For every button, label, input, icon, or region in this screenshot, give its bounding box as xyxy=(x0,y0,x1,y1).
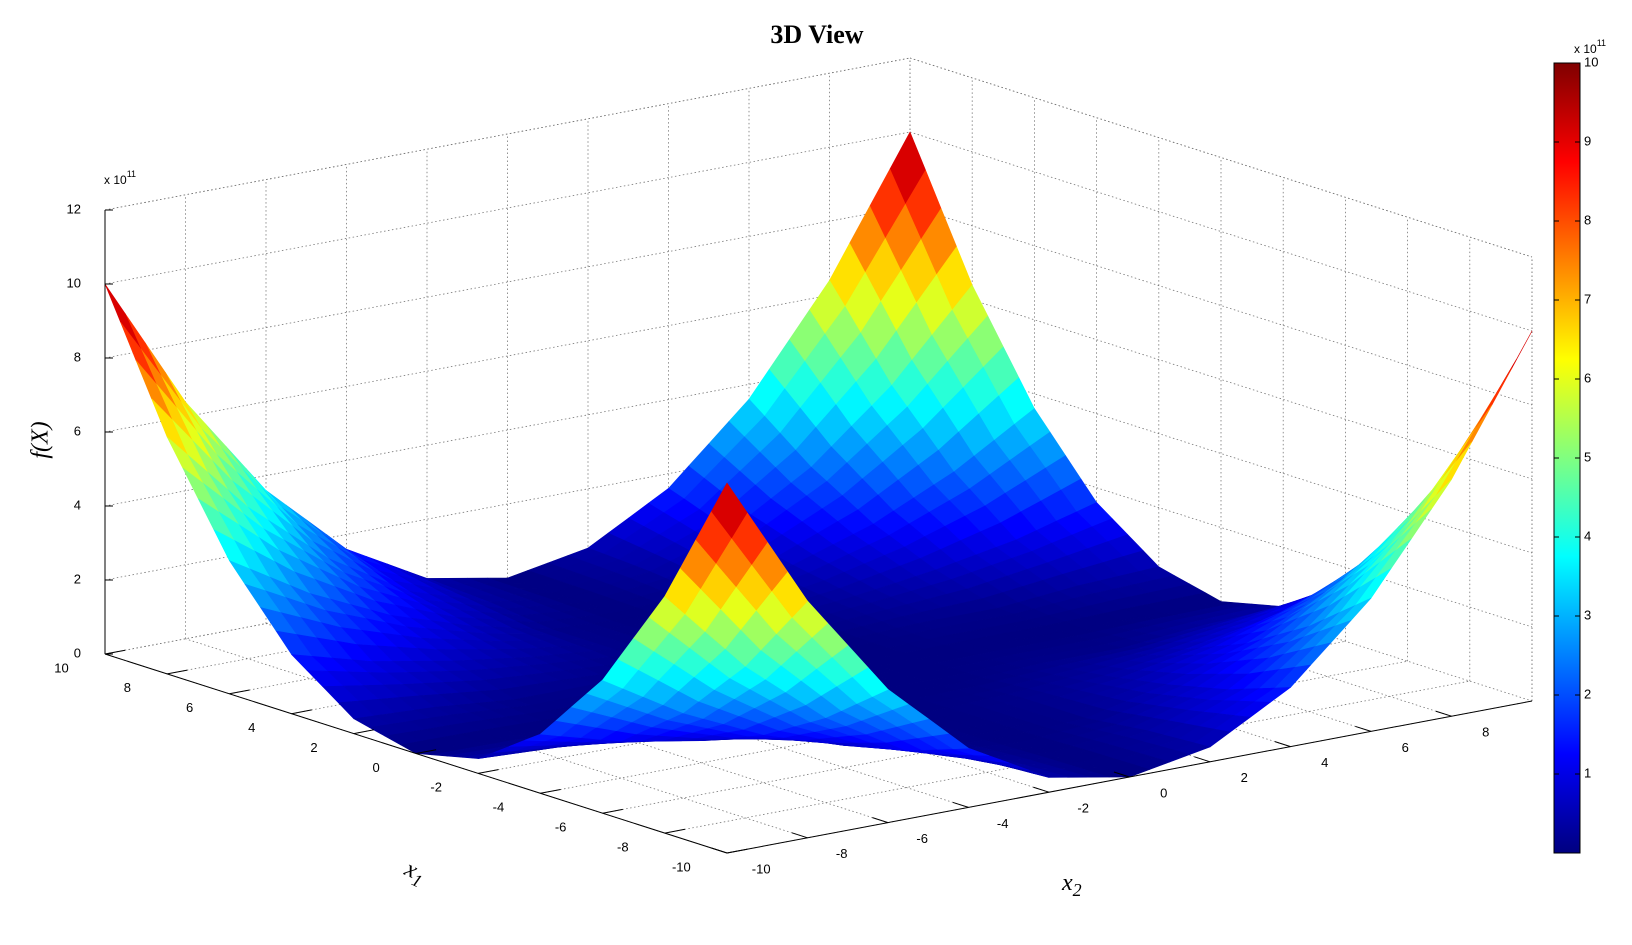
z-tick-label: 0 xyxy=(74,645,81,660)
x1-tick xyxy=(726,848,748,854)
box-edge xyxy=(909,57,1533,258)
x1-tick-label: -2 xyxy=(430,780,442,795)
z-multiplier-exponent: 11 xyxy=(127,169,136,179)
z-tick-label: 10 xyxy=(67,275,81,290)
colorbar-multiplier: x 1011 xyxy=(1574,38,1606,56)
axes: 0 2 4 6 8 10 12 -10 -8 -6 -4 -2 0 2 4 6 8 10 -10 -8 -6 -4 -2 0 2… xyxy=(54,201,1533,876)
x1-tick-label: -8 xyxy=(617,839,629,854)
x2-tick xyxy=(1033,786,1050,793)
x2-tick xyxy=(1194,756,1211,763)
x2-tick-label: -4 xyxy=(997,816,1009,831)
x1-tick xyxy=(602,808,623,814)
x1-tick xyxy=(415,749,437,754)
z-tick-label: 4 xyxy=(74,497,81,512)
z-multiplier: x 1011 xyxy=(104,169,136,187)
surface-patch xyxy=(711,482,748,539)
colorbar-tick-label: 9 xyxy=(1584,133,1591,148)
x1-tick xyxy=(664,828,686,834)
x1-tick-label: -6 xyxy=(555,819,567,834)
x1-tick xyxy=(291,709,312,715)
grid-line xyxy=(540,640,1346,794)
colorbar-tick-label: 2 xyxy=(1584,686,1591,701)
colorbar-tick-label: 10 xyxy=(1584,54,1598,69)
x2-tick-label: 2 xyxy=(1241,770,1248,785)
colorbar-tick-label: 8 xyxy=(1584,212,1591,227)
x1-tick-label: 4 xyxy=(248,720,255,735)
z-tick-label: 12 xyxy=(67,201,81,216)
colorbar-multiplier-base: x 10 xyxy=(1574,42,1597,56)
x1-tick xyxy=(229,689,250,695)
x2-tick-label: -8 xyxy=(836,846,848,861)
x1-tick-label: 6 xyxy=(186,700,193,715)
grid-line xyxy=(104,279,911,433)
x2-tick-label: 8 xyxy=(1482,725,1489,740)
x1-tick xyxy=(353,729,375,735)
colorbar-tick-label: 4 xyxy=(1584,528,1591,543)
x2-tick-label: 6 xyxy=(1402,740,1409,755)
z-tick-label: 8 xyxy=(74,349,81,364)
x2-axis-label: x2 xyxy=(1061,870,1082,901)
x2-label-symbol: x xyxy=(1061,870,1073,896)
x2-tick-label: 4 xyxy=(1321,755,1328,770)
x2-tick xyxy=(711,847,728,854)
x1-tick-label: 10 xyxy=(54,660,68,675)
colorbar-multiplier-exponent: 11 xyxy=(1597,38,1606,48)
grid-line xyxy=(185,638,808,839)
x2-tick xyxy=(1274,741,1291,748)
x1-tick-label: -4 xyxy=(493,800,505,815)
colorbar-tick-label: 1 xyxy=(1584,765,1591,780)
grid-line xyxy=(909,131,1533,332)
colorbar-tick-label: 3 xyxy=(1584,607,1591,622)
x2-tick xyxy=(1113,771,1130,778)
x2-tick xyxy=(1355,725,1372,732)
grid-line xyxy=(602,660,1408,814)
x1-tick-label: 8 xyxy=(124,680,131,695)
grid-line xyxy=(104,131,911,285)
x1-tick-label: 0 xyxy=(373,760,380,775)
x2-tick xyxy=(952,801,969,808)
x2-tick xyxy=(872,817,889,824)
x1-tick-label: 2 xyxy=(310,740,317,755)
grid-line xyxy=(909,279,1533,480)
colorbar-tick-label: 5 xyxy=(1584,449,1591,464)
colorbar-tick-label: 7 xyxy=(1584,291,1591,306)
z-axis-label: f(X) xyxy=(28,421,54,458)
z-tick-label: 6 xyxy=(74,423,81,438)
grid-line xyxy=(664,680,1470,834)
box-edge xyxy=(104,57,911,211)
colorbar-tick-label: 6 xyxy=(1584,370,1591,385)
grid-line xyxy=(478,621,1284,774)
surface xyxy=(104,131,1533,778)
x2-label-subscript: 2 xyxy=(1073,880,1082,900)
z-multiplier-base: x 10 xyxy=(104,173,127,187)
colorbar-ticks: 1 2 3 4 5 6 7 8 9 10 xyxy=(1554,54,1598,780)
x1-tick xyxy=(167,669,188,675)
x1-tick xyxy=(478,769,499,774)
x2-tick-label: 0 xyxy=(1160,785,1167,800)
x2-tick xyxy=(791,832,808,839)
x2-tick xyxy=(1435,710,1452,717)
x1-tick xyxy=(104,649,126,655)
chart-title: 3D View xyxy=(770,20,863,49)
x1-tick-label: -10 xyxy=(672,859,691,874)
x2-tick-label: -2 xyxy=(1077,801,1089,816)
grid-line xyxy=(104,501,911,655)
grid-line xyxy=(909,205,1533,406)
x2-tick-label: -10 xyxy=(752,861,771,876)
x2-tick-label: -6 xyxy=(916,831,928,846)
x1-tick xyxy=(540,789,561,794)
grid-line xyxy=(104,205,911,359)
z-tick-label: 2 xyxy=(74,571,81,586)
